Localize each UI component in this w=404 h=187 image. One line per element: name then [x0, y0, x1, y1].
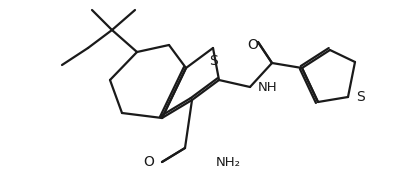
Text: S: S [356, 90, 365, 104]
Text: O: O [248, 38, 259, 52]
Text: NH: NH [258, 80, 278, 94]
Text: O: O [143, 155, 154, 169]
Text: S: S [208, 54, 217, 68]
Text: NH₂: NH₂ [216, 156, 241, 168]
